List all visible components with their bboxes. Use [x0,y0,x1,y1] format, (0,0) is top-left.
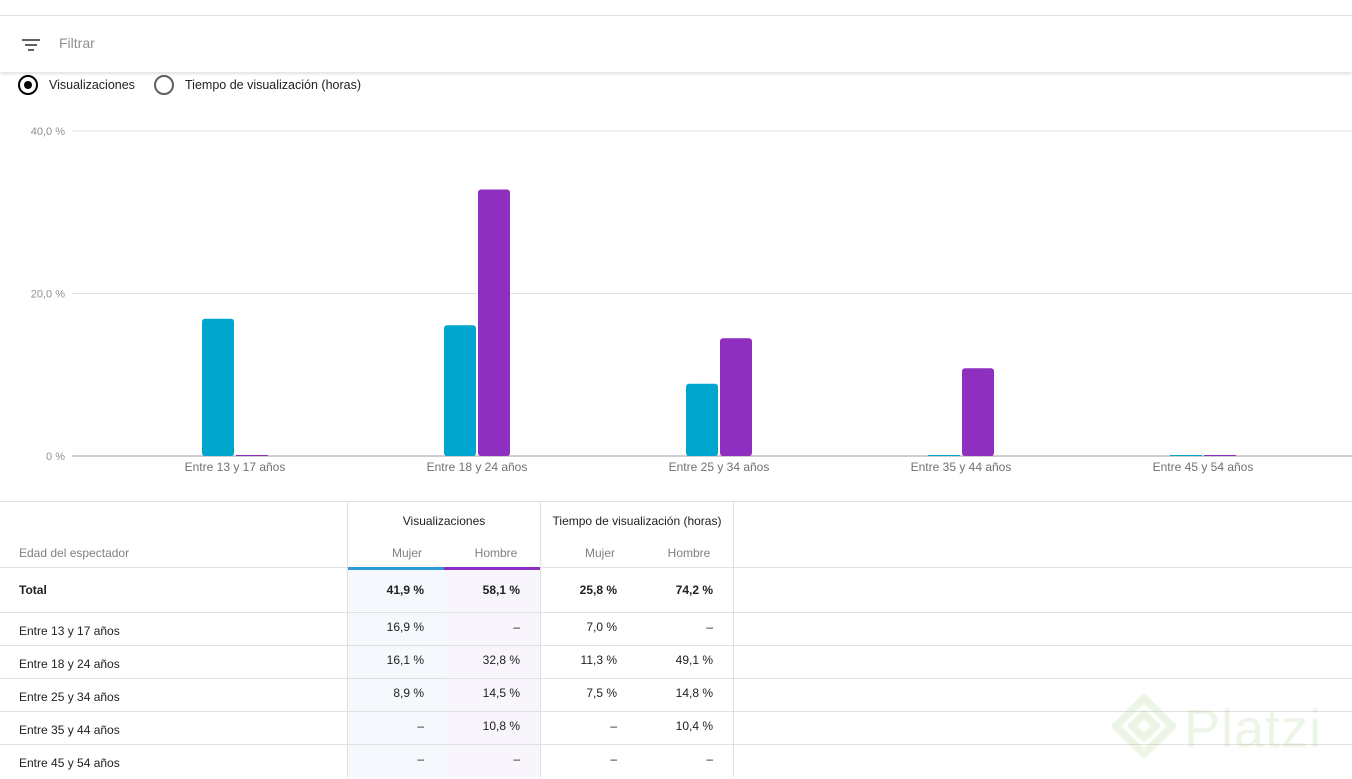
radio-visualizaciones[interactable]: Visualizaciones [18,75,148,97]
table-row: Entre 13 y 17 años 16,9 % – 7,0 % – [0,613,1352,646]
filter-bar[interactable]: Filtrar [0,16,1352,72]
x-tick-label: Entre 18 y 24 años [427,460,528,474]
bar-hombre [1204,455,1236,456]
table-row: Entre 45 y 54 años – – – – [0,745,1352,777]
table-row-total: Total 41,9 % 58,1 % 25,8 % 74,2 % [0,568,1352,613]
mujer-column-shade [348,568,444,777]
header-divider [0,567,1352,568]
radio-unchecked-icon[interactable] [154,75,174,95]
y-tick-label: 20,0 % [31,289,65,301]
cell-vis-mujer: 16,9 % [386,620,424,634]
table-row: Entre 18 y 24 años 16,1 % 32,8 % 11,3 % … [0,646,1352,679]
header-vis-hombre[interactable]: Hombre [474,546,518,560]
header-visualizaciones: Visualizaciones [402,514,486,528]
top-divider [0,15,1352,16]
cell-vis-mujer: 8,9 % [393,686,424,700]
radio-label: Visualizaciones [49,78,135,92]
header-edad-espectador[interactable]: Edad del espectador [19,546,130,560]
bar-hombre [962,368,994,456]
x-tick-label: Entre 35 y 44 años [911,460,1012,474]
platzi-logo-icon [1112,694,1176,758]
age-gender-bar-chart: 0 % 20,0 % 40,0 % Entre 13 y 17 años Entre 1… [0,110,1352,490]
bar-mujer [686,383,718,456]
cell-tiempo-mujer: 7,0 % [586,620,617,634]
filter-input[interactable]: Filtrar [59,35,95,51]
cell-vis-hombre: – [513,752,520,766]
header-vis-mujer[interactable]: Mujer [391,546,422,560]
cell-tiempo-mujer: 25,8 % [579,583,617,597]
cell-tiempo-hombre: 49,1 % [675,653,713,667]
row-label: Total [19,583,47,597]
bar-hombre [720,338,752,456]
cell-vis-mujer: – [417,752,424,766]
hombre-column-shade [444,568,540,777]
cell-tiempo-hombre: – [706,620,713,634]
chart-svg: 0 % 20,0 % 40,0 % Entre 13 y 17 años Entre 1… [31,126,1352,474]
column-divider [347,502,348,777]
bar-hombre [236,455,268,456]
cell-vis-mujer: 41,9 % [386,583,424,597]
x-tick-label: Entre 25 y 34 años [669,460,770,474]
bar-mujer [1170,455,1202,456]
header-tiempo-mujer[interactable]: Mujer [584,546,615,560]
column-divider [733,502,734,777]
row-label: Entre 13 y 17 años [19,624,120,638]
cell-tiempo-hombre: – [706,752,713,766]
platzi-watermark: Platzi [1112,694,1352,774]
filter-list-icon[interactable] [21,37,41,53]
cell-tiempo-hombre: 10,4 % [675,719,713,733]
bar-hombre [478,189,510,456]
x-tick-label: Entre 13 y 17 años [185,460,286,474]
cell-vis-mujer: – [417,719,424,733]
bar-mujer [444,325,476,456]
hombre-series-indicator [444,567,540,570]
cell-tiempo-hombre: 14,8 % [675,686,713,700]
row-label: Entre 25 y 34 años [19,690,120,704]
cell-tiempo-mujer: 11,3 % [580,653,617,667]
row-label: Entre 35 y 44 años [19,723,120,737]
table-row: Entre 35 y 44 años – 10,8 % – 10,4 % [0,712,1352,745]
watermark-text: Platzi [1184,699,1323,759]
mujer-series-indicator [348,567,444,570]
cell-tiempo-hombre: 74,2 % [675,583,713,597]
cell-vis-hombre: – [513,620,520,634]
row-label: Entre 18 y 24 años [19,657,120,671]
header-tiempo-hombre[interactable]: Hombre [667,546,711,560]
column-divider [540,502,541,777]
cell-vis-hombre: 32,8 % [482,653,520,667]
demographics-table: Visualizaciones Tiempo de visualización … [0,501,1352,777]
y-tick-label: 0 % [46,451,65,463]
bar-mujer [202,318,234,456]
header-tiempo-visualizacion: Tiempo de visualización (horas) [552,514,722,528]
cell-vis-mujer: 16,1 % [386,653,424,667]
cell-vis-hombre: 14,5 % [482,686,520,700]
cell-tiempo-mujer: 7,5 % [586,686,617,700]
cell-vis-hombre: 58,1 % [482,583,520,597]
radio-label: Tiempo de visualización (horas) [185,78,362,92]
cell-tiempo-mujer: – [610,752,617,766]
radio-tiempo-visualizacion[interactable]: Tiempo de visualización (horas) [154,75,394,97]
cell-tiempo-mujer: – [610,719,617,733]
row-label: Entre 45 y 54 años [19,756,120,770]
table-row: Entre 25 y 34 años 8,9 % 14,5 % 7,5 % 14… [0,679,1352,712]
y-tick-label: 40,0 % [31,126,65,138]
bar-mujer [928,455,960,456]
x-tick-label: Entre 45 y 54 años [1153,460,1254,474]
radio-checked-icon[interactable] [18,75,38,95]
cell-vis-hombre: 10,8 % [482,719,520,733]
